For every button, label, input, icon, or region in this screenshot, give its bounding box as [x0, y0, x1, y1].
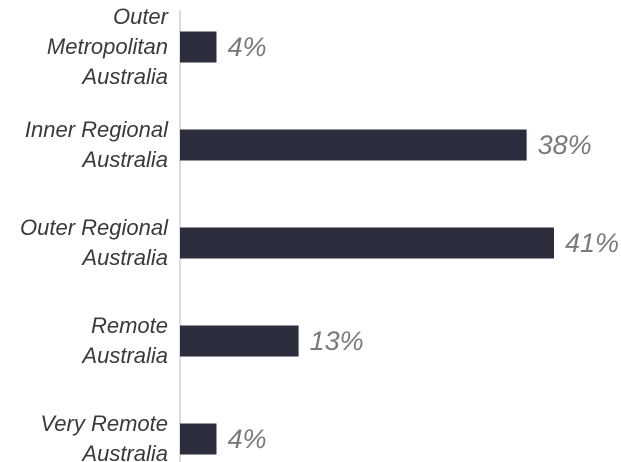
value-label: 13%	[310, 326, 364, 356]
bar	[180, 325, 299, 357]
bar	[180, 227, 554, 259]
bar	[180, 129, 527, 161]
category-label: Outer Regional Australia	[20, 215, 168, 270]
category-label: Remote Australia	[82, 313, 168, 368]
bar	[180, 423, 217, 455]
value-label: 38%	[538, 130, 592, 160]
value-label: 4%	[227, 32, 266, 62]
category-label: Inner Regional Australia	[24, 117, 168, 172]
bar	[180, 31, 217, 63]
value-label: 41%	[565, 228, 619, 258]
category-label: Outer Metropolitan Australia	[46, 4, 168, 89]
category-label: Very Remote Australia	[40, 411, 168, 462]
value-label: 4%	[227, 424, 266, 454]
